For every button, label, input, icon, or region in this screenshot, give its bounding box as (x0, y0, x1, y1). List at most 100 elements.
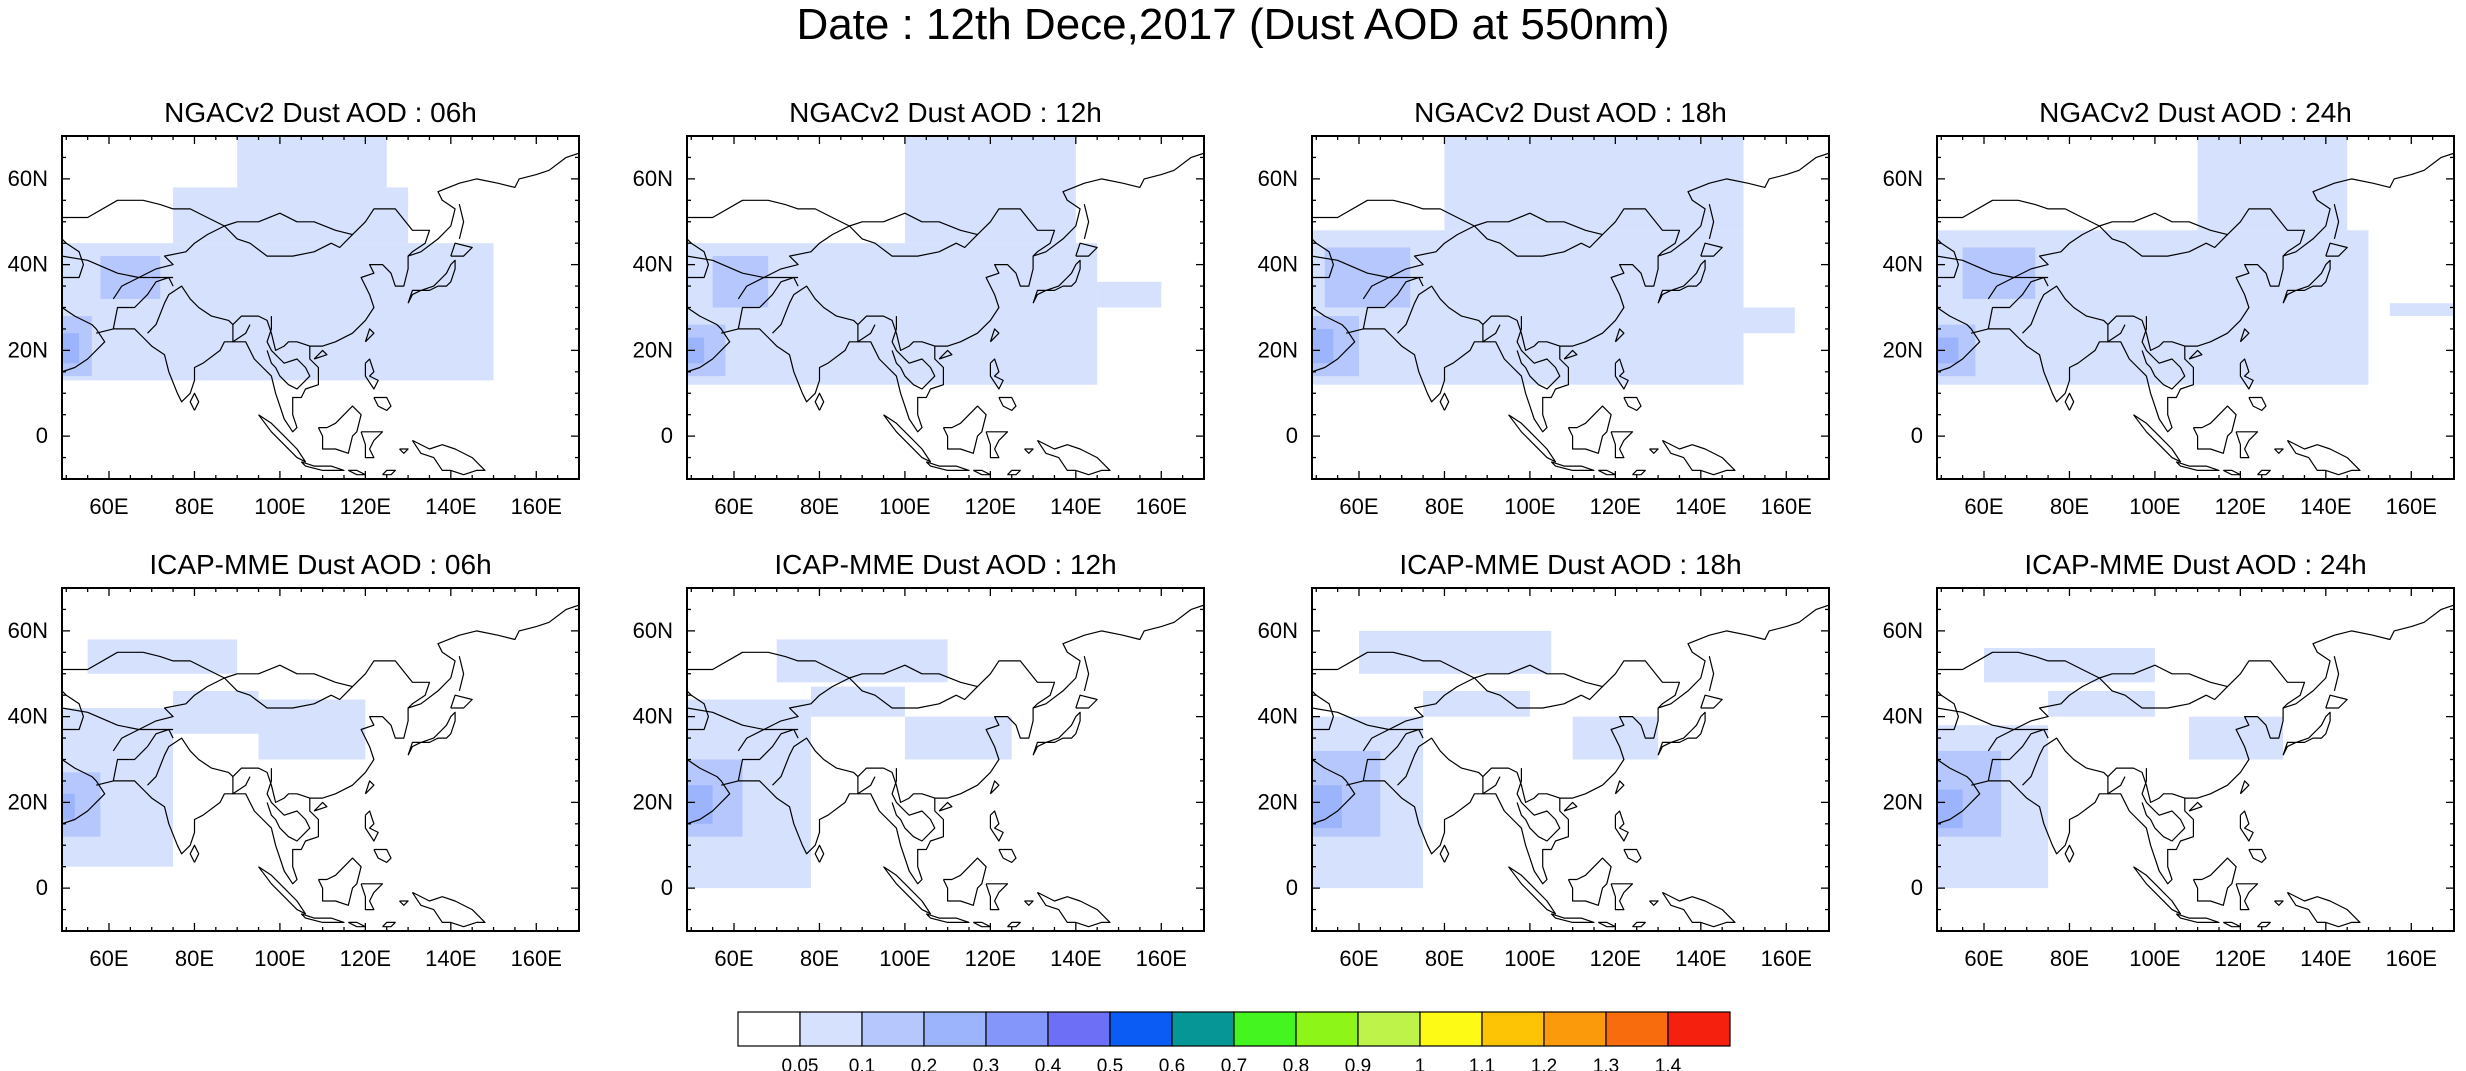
country-border (1482, 776, 1501, 795)
coastline (687, 759, 731, 825)
colorbar-swatch (985, 1011, 1049, 1047)
y-tick-label: 0 (1286, 875, 1298, 900)
country-border (112, 276, 174, 330)
coastline (1563, 801, 1578, 812)
x-tick-label: 120E (965, 946, 1016, 971)
coastline (2175, 913, 2220, 923)
colorbar-tick-label: 0.6 (1159, 1056, 1185, 1071)
country-border (737, 728, 799, 782)
coastline (2188, 349, 2203, 360)
map-outlines (62, 152, 579, 476)
coastline (2282, 711, 2331, 756)
coastline (1567, 857, 1612, 906)
aod-field-layer (687, 136, 1162, 385)
country-border (2141, 768, 2186, 842)
coastline (1024, 448, 1034, 454)
country-border (848, 225, 978, 257)
coastline (2235, 883, 2259, 911)
x-tick-label: 160E (511, 494, 562, 519)
coastline (1649, 448, 1659, 454)
coastline (458, 204, 465, 240)
ticks (1937, 587, 2455, 932)
map-outlines (1937, 604, 2454, 928)
coastline (989, 358, 1004, 390)
coastline (2064, 844, 2075, 863)
ticks (687, 587, 1205, 932)
map-outlines (1937, 152, 2454, 476)
coastline (399, 448, 409, 454)
panel-title: ICAP-MME Dust AOD : 24h (2024, 549, 2366, 580)
coastline (1550, 913, 1595, 923)
coastline (1563, 349, 1578, 360)
coastline (1075, 242, 1098, 257)
coastline (399, 900, 409, 906)
coastline (300, 913, 345, 923)
country-border (687, 208, 1056, 279)
colorbar-swatch (1357, 1011, 1421, 1047)
aod-field-cell-level-1 (1097, 281, 1162, 308)
panel-title: NGACv2 Dust AOD : 18h (1414, 97, 1727, 128)
coastline (1623, 396, 1642, 411)
coastline (1083, 656, 1090, 692)
x-tick-label: 100E (254, 494, 305, 519)
coastline (2239, 780, 2250, 795)
coastline (1083, 204, 1090, 240)
coastline (938, 801, 953, 812)
aod-field-cell-level-3 (687, 337, 705, 364)
coastline (985, 431, 1009, 459)
coastline (2286, 439, 2361, 476)
coastline (364, 810, 379, 842)
figure-title: Date : 12th Dece,2017 (Dust AOD at 550nm… (796, 0, 1670, 49)
country-border (687, 199, 850, 227)
panel-icap-mme-24h: 60E 80E 100E 120E 140E 160E 60N 40N 20N 0 ICAP-MME… (1883, 549, 2455, 971)
coastline (942, 405, 987, 454)
coastline (2192, 857, 2237, 906)
y-tick-label: 0 (661, 423, 673, 448)
country-border (1987, 728, 2049, 782)
coastline (62, 307, 106, 373)
coastline (1937, 238, 1959, 279)
coastline (411, 439, 486, 476)
y-tick-label: 20N (1883, 337, 1923, 362)
country-border (232, 324, 251, 343)
x-tick-label: 60E (89, 946, 128, 971)
panel-ngacv2-12h: 60E 80E 100E 120E 140E 160E 60N 40N 20N 0 NGACv2 D… (633, 97, 1205, 519)
coastline (2325, 242, 2348, 257)
country-border (2107, 324, 2126, 343)
coastline (407, 259, 456, 304)
coastline (721, 152, 1204, 433)
x-tick-label: 140E (425, 946, 476, 971)
coastline (1032, 711, 1081, 756)
country-border (112, 728, 174, 782)
y-tick-label: 20N (8, 789, 48, 814)
colorbar-tick-label: 1 (1415, 1056, 1426, 1071)
colorbar-swatch (1171, 1011, 1235, 1047)
coastline (364, 780, 375, 795)
panel-title: ICAP-MME Dust AOD : 06h (149, 549, 491, 580)
coastline (1550, 461, 1595, 471)
coastline (1937, 307, 1981, 373)
coastline (317, 857, 362, 906)
y-tick-label: 0 (1911, 423, 1923, 448)
x-tick-label: 80E (2050, 494, 2089, 519)
x-tick-label: 60E (1964, 946, 2003, 971)
country-border (1312, 208, 1681, 279)
coastline (998, 396, 1017, 411)
coastline (998, 848, 1017, 863)
coastline (62, 238, 84, 279)
country-border (1987, 276, 2049, 330)
y-tick-label: 20N (8, 337, 48, 362)
map-outlines (62, 604, 579, 928)
coastline (2175, 461, 2220, 471)
coastline (62, 690, 84, 731)
x-tick-label: 80E (800, 494, 839, 519)
country-border (1937, 651, 2100, 679)
colorbar-tick-label: 1.3 (1593, 1056, 1619, 1071)
colorbar-tick-label: 1.2 (1531, 1056, 1557, 1071)
coastline (989, 780, 1000, 795)
coastline (317, 405, 362, 454)
country-border (848, 677, 978, 709)
x-tick-label: 120E (1590, 946, 1641, 971)
country-border (2098, 225, 2228, 257)
y-tick-label: 20N (633, 789, 673, 814)
